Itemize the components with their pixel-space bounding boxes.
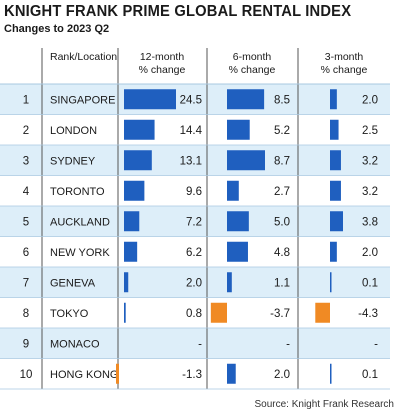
value-label: 1.1 — [274, 277, 290, 289]
bar-6m-auckland — [227, 211, 249, 232]
value-label: 3.8 — [362, 216, 378, 228]
value-label: -1.3 — [182, 369, 202, 381]
bar-12m-london — [124, 119, 155, 140]
row-shade — [0, 206, 390, 237]
bar-6m-tokyo — [210, 302, 227, 323]
chart-title: KNIGHT FRANK PRIME GLOBAL RENTAL INDEX — [4, 3, 352, 20]
bar-6m-hong-kong — [227, 363, 236, 384]
column-header-12m-unit: % change — [139, 64, 186, 76]
value-label: 0.1 — [362, 277, 378, 289]
bar-3m-auckland — [330, 211, 343, 232]
column-header-3m: 3-month — [325, 51, 364, 63]
value-label: 5.0 — [274, 216, 290, 228]
value-label: 9.6 — [186, 186, 202, 198]
column-header-12m: 12-month — [140, 51, 185, 63]
location-cell: NEW YORK — [50, 247, 110, 259]
value-label: 7.2 — [186, 216, 202, 228]
bar-12m-hong-kong — [116, 363, 119, 384]
value-label: 0.8 — [186, 308, 202, 320]
value-label: 2.5 — [362, 125, 378, 137]
column-header-6m-unit: % change — [229, 64, 276, 76]
location-cell: TOKYO — [50, 308, 89, 320]
source-note: Source: Knight Frank Research — [254, 399, 394, 410]
location-cell: MONACO — [50, 338, 100, 350]
value-label: 3.2 — [362, 186, 378, 198]
value-label: 2.0 — [362, 94, 378, 106]
value-label: 4.8 — [274, 247, 290, 259]
rank-cell: 3 — [23, 155, 29, 167]
bar-3m-tokyo — [315, 302, 330, 323]
value-label: - — [374, 338, 378, 350]
location-cell: TORONTO — [50, 186, 105, 198]
value-label: 5.2 — [274, 125, 290, 137]
rank-cell: 5 — [23, 216, 29, 228]
value-label: 3.2 — [362, 155, 378, 167]
bar-12m-geneva — [124, 272, 129, 293]
location-cell: AUCKLAND — [50, 216, 110, 228]
bar-3m-geneva — [330, 272, 332, 293]
bar-3m-london — [330, 119, 339, 140]
bar-12m-new-york — [124, 241, 138, 262]
bar-12m-tokyo — [124, 302, 126, 323]
row-shade — [0, 328, 390, 359]
value-label: 2.0 — [186, 277, 202, 289]
rank-cell: 10 — [20, 369, 33, 381]
row-shade — [0, 84, 390, 115]
bar-3m-singapore — [330, 89, 337, 110]
bar-3m-sydney — [330, 150, 341, 171]
location-cell: HONG KONG — [50, 369, 118, 381]
location-cell: GENEVA — [50, 277, 96, 289]
row-shade — [0, 267, 390, 298]
value-label: 8.5 — [274, 94, 290, 106]
bar-3m-hong-kong — [330, 363, 332, 384]
bar-12m-singapore — [124, 89, 176, 110]
row-shade — [0, 145, 390, 176]
rank-cell: 6 — [23, 247, 29, 259]
bar-6m-geneva — [227, 272, 232, 293]
value-label: 2.0 — [274, 369, 290, 381]
bar-6m-toronto — [227, 180, 239, 201]
value-label: -4.3 — [358, 308, 378, 320]
value-label: 24.5 — [180, 94, 202, 106]
column-header-6m: 6-month — [233, 51, 272, 63]
value-label: 8.7 — [274, 155, 290, 167]
bar-3m-new-york — [330, 241, 337, 262]
rank-cell: 4 — [23, 186, 30, 198]
bar-12m-sydney — [124, 150, 152, 171]
value-label: 2.0 — [362, 247, 378, 259]
value-label: 14.4 — [180, 125, 203, 137]
location-cell: SYDNEY — [50, 155, 96, 167]
value-label: - — [286, 338, 290, 350]
rank-cell: 9 — [23, 338, 29, 350]
location-cell: SINGAPORE — [50, 94, 115, 106]
bar-6m-singapore — [227, 89, 265, 110]
value-label: 6.2 — [186, 247, 202, 259]
value-label: 0.1 — [362, 369, 378, 381]
column-header-rank-location: Rank/Location — [50, 51, 117, 63]
rank-cell: 1 — [23, 94, 29, 106]
bar-3m-toronto — [330, 180, 341, 201]
rank-cell: 8 — [23, 308, 29, 320]
value-label: 13.1 — [180, 155, 202, 167]
value-label: 2.7 — [274, 186, 290, 198]
rank-cell: 7 — [23, 277, 29, 289]
location-cell: LONDON — [50, 125, 97, 137]
rank-cell: 2 — [23, 125, 29, 137]
bar-12m-auckland — [124, 211, 140, 232]
value-label: - — [198, 338, 202, 350]
bar-12m-toronto — [124, 180, 145, 201]
chart-subtitle: Changes to 2023 Q2 — [4, 23, 110, 35]
bar-6m-new-york — [227, 241, 248, 262]
value-label: -3.7 — [270, 308, 290, 320]
column-header-3m-unit: % change — [321, 64, 368, 76]
bar-6m-sydney — [227, 150, 265, 171]
bar-6m-london — [227, 119, 250, 140]
